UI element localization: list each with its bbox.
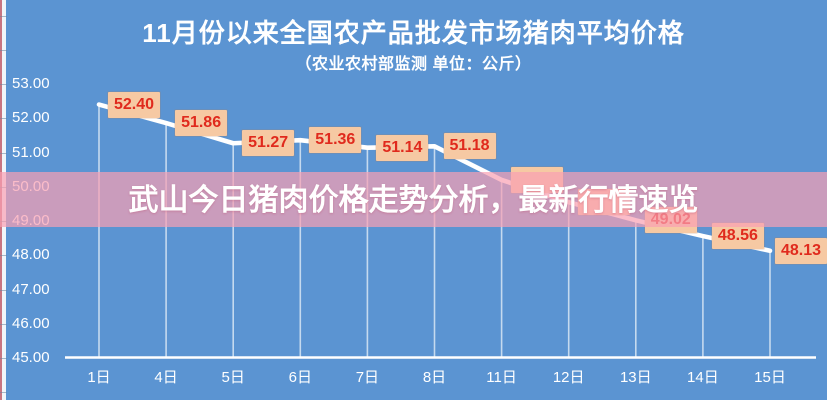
x-axis-label: 14日 (687, 369, 719, 386)
axis-tickmark (0, 324, 7, 325)
x-axis-label: 13日 (619, 369, 652, 386)
headline-band: 武山今日猪肉价格走势分析，最新行情速览 (0, 172, 827, 227)
axis-tickmark (0, 290, 7, 291)
x-axis-label: 5日 (221, 369, 245, 386)
y-axis-label: 47.00 (12, 280, 50, 298)
x-axis-label: 11日 (486, 369, 517, 386)
data-point-label: 48.13 (775, 237, 827, 264)
axis-tickmark (0, 255, 7, 256)
x-axis-label: 6日 (288, 369, 312, 386)
axis-tickmark (0, 153, 7, 154)
axis-tickmark (0, 50, 7, 51)
x-axis-label: 15日 (754, 369, 786, 386)
data-point-label: 51.36 (309, 127, 362, 154)
chart-subtitle: （农业农村部监测 单位：公斤） (295, 56, 532, 73)
data-point-label: 51.14 (376, 134, 429, 161)
y-axis-label: 51.00 (12, 143, 50, 161)
y-axis-label: 53.00 (12, 75, 50, 92)
y-axis-label: 45.00 (12, 349, 50, 366)
y-axis-label: 46.00 (12, 314, 50, 332)
x-axis-label: 12日 (552, 369, 585, 386)
axis-tickmark (0, 84, 7, 85)
x-axis-label: 8日 (422, 369, 447, 386)
x-axis-label: 4日 (154, 369, 178, 386)
x-axis-label: 1日 (87, 369, 111, 386)
y-axis-label: 52.00 (12, 109, 50, 127)
data-point-label: 51.27 (242, 130, 295, 157)
data-point-label: 48.56 (711, 223, 764, 250)
axis-tickmark (0, 16, 7, 17)
axis-tickmark (0, 118, 7, 119)
y-axis-label: 48.00 (12, 246, 50, 264)
data-point-label: 51.86 (175, 110, 228, 137)
chart-title: 11月份以来全国农产品批发市场猪肉平均价格 (142, 18, 685, 48)
headline-text: 武山今日猪肉价格走势分析，最新行情速览 (128, 184, 699, 217)
data-point-label: 52.40 (108, 91, 160, 118)
axis-tickmark (0, 392, 7, 393)
x-axis-label: 7日 (355, 369, 380, 386)
axis-tickmark (0, 358, 7, 359)
data-point-label: 51.18 (443, 133, 496, 160)
